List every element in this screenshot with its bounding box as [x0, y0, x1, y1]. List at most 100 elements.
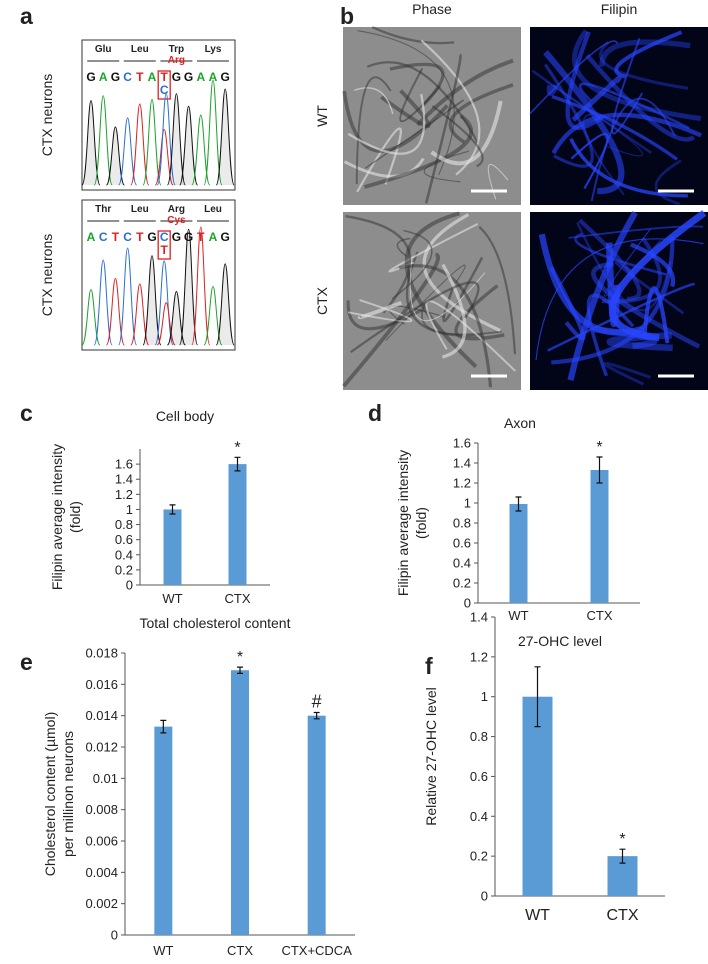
- y-tick-label: 1.2: [470, 649, 488, 664]
- x-tick-label: WT: [162, 591, 182, 606]
- y-tick-label: 0.2: [115, 562, 133, 577]
- peak: [215, 263, 235, 346]
- peak: [166, 93, 186, 186]
- x-tick-label: WT: [525, 907, 550, 924]
- base: A: [99, 70, 108, 84]
- codon-label: Leu: [131, 204, 149, 215]
- base: C: [99, 230, 108, 244]
- texture: [422, 213, 501, 333]
- codon-label: Thr: [95, 204, 111, 215]
- peak: [154, 260, 174, 346]
- error-bar: [313, 711, 320, 720]
- texture: [614, 30, 683, 79]
- peak: [142, 255, 162, 346]
- y-tick-label: 0.6: [115, 532, 133, 547]
- texture: [430, 100, 503, 166]
- codon-label: Leu: [131, 44, 149, 55]
- texture: [544, 63, 594, 168]
- y-tick-label: 0.6: [453, 536, 471, 551]
- y-axis-label: Cholesterol content (µmol): [42, 712, 58, 876]
- texture: [551, 235, 675, 365]
- x-tick-label: WT: [508, 608, 528, 623]
- peak: [179, 228, 199, 346]
- y-axis-label: Filipin average intensity: [49, 444, 65, 590]
- texture: [385, 264, 466, 341]
- base: G: [184, 230, 193, 244]
- y-tick-label: 0.01: [93, 771, 118, 786]
- y-tick-label: 0.8: [470, 729, 488, 744]
- y-tick-label: 1: [126, 502, 133, 517]
- y-tick-label: 1: [464, 496, 471, 511]
- texture: [416, 58, 514, 127]
- y-tick-label: 0.4: [115, 547, 133, 562]
- texture: [355, 76, 392, 184]
- peak: [191, 114, 211, 186]
- codon-label: Arg: [168, 204, 185, 215]
- base: G: [111, 70, 120, 84]
- texture: [590, 97, 676, 202]
- trace-label: CTX neurons: [39, 234, 55, 316]
- texture: [546, 84, 559, 96]
- texture: [424, 53, 462, 204]
- x-tick-label: CTX: [225, 591, 251, 606]
- y-axis-label: Filipin average intensity: [395, 450, 411, 596]
- y-tick-label: 0.008: [85, 802, 118, 817]
- texture: [582, 113, 625, 196]
- x-tick-label: CTX: [587, 608, 613, 623]
- base: T: [161, 243, 169, 257]
- base: A: [209, 230, 218, 244]
- texture: [423, 150, 470, 183]
- base: G: [147, 230, 156, 244]
- texture: [347, 93, 426, 155]
- base: C: [160, 83, 169, 97]
- texture: [547, 282, 695, 352]
- y-tick-label: 0.8: [453, 516, 471, 531]
- chart-title: Cell body: [156, 408, 214, 424]
- texture: [565, 31, 603, 130]
- y-tick-label: 1.2: [453, 476, 471, 491]
- base: A: [196, 70, 205, 84]
- variant-box: [157, 230, 171, 260]
- y-tick-label: 0.016: [85, 677, 118, 692]
- texture: [630, 242, 676, 288]
- trace-label: CTX neurons: [39, 74, 55, 156]
- error-bar: [534, 666, 541, 728]
- peak: [93, 95, 113, 186]
- error-bar: [619, 848, 626, 864]
- y-axis-label: (fold): [413, 507, 429, 539]
- y-tick-label: 1.4: [453, 456, 471, 471]
- annotation: *: [237, 649, 243, 666]
- texture: [611, 37, 644, 135]
- texture: [348, 299, 413, 323]
- micrograph: [342, 26, 521, 205]
- peak: [191, 226, 211, 346]
- y-axis-label: Relative 27-OHC level: [423, 687, 439, 826]
- peak: [215, 88, 235, 186]
- texture: [478, 226, 517, 355]
- texture: [571, 75, 622, 122]
- annotation: *: [619, 831, 625, 848]
- base: G: [221, 230, 230, 244]
- base: G: [172, 230, 181, 244]
- y-tick-label: 0.018: [85, 646, 118, 661]
- texture: [605, 242, 621, 327]
- y-tick-label: 0.4: [470, 809, 488, 824]
- y-tick-label: 0: [126, 578, 133, 593]
- peak: [142, 99, 162, 186]
- y-tick-label: 1.2: [115, 487, 133, 502]
- texture: [363, 114, 474, 189]
- texture: [442, 256, 484, 323]
- peak: [130, 103, 150, 186]
- texture: [585, 53, 696, 142]
- error-bar: [515, 496, 522, 512]
- y-tick-label: 0: [481, 889, 488, 904]
- base: T: [136, 70, 144, 84]
- panel-label: c: [20, 400, 33, 426]
- panel-label: a: [20, 3, 33, 29]
- texture: [642, 286, 670, 344]
- error-bar: [596, 456, 603, 484]
- peak: [118, 117, 138, 186]
- peak: [179, 105, 199, 186]
